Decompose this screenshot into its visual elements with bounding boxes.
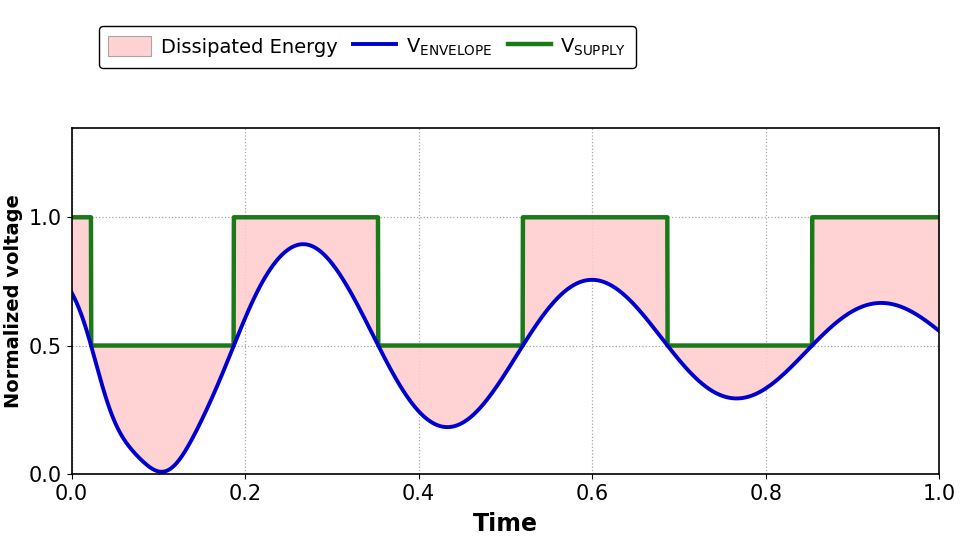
X-axis label: Time: Time <box>473 512 538 536</box>
Y-axis label: Normalized voltage: Normalized voltage <box>4 194 23 408</box>
Legend: Dissipated Energy, $\mathregular{V}_{\mathregular{ENVELOPE}}$, $\mathregular{V}_: Dissipated Energy, $\mathregular{V}_{\ma… <box>99 26 636 68</box>
